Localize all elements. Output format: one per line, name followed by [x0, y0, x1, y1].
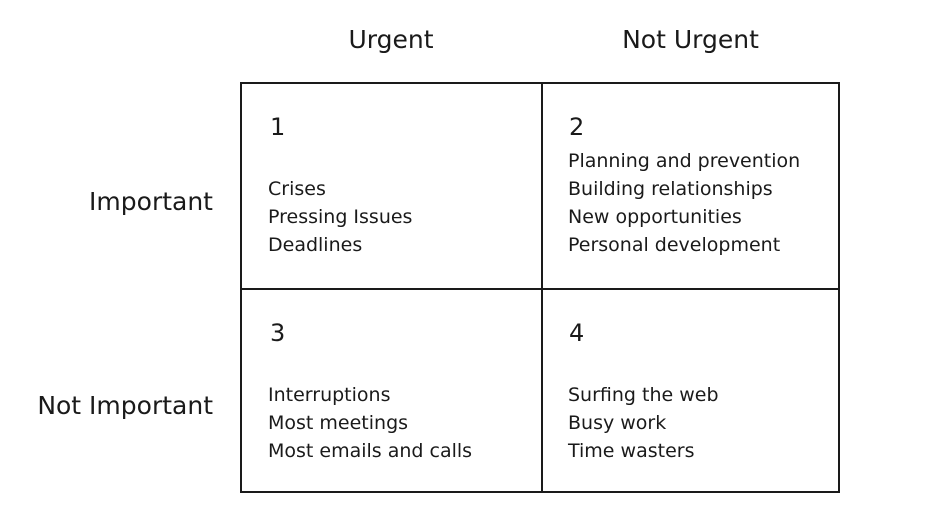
- quadrant-item: Busy work: [568, 412, 667, 434]
- quadrant-item: Most meetings: [268, 412, 409, 434]
- quadrant-item: Personal development: [568, 234, 781, 256]
- quadrant-number: 2: [569, 113, 585, 141]
- quadrant-3: 3 Interruptions Most meetings Most email…: [242, 290, 538, 492]
- quadrant-item: Building relationships: [568, 178, 773, 200]
- quadrant-item: Crises: [268, 178, 326, 200]
- quadrant-item: Time wasters: [568, 440, 695, 462]
- row-header-important: Important: [89, 187, 213, 216]
- quadrant-item-list: Surfing the web Busy work Time wasters: [568, 381, 719, 465]
- quadrant-item: New opportunities: [568, 206, 742, 228]
- quadrant-item-list: Crises Pressing Issues Deadlines: [268, 175, 412, 259]
- quadrant-item-list: Planning and prevention Building relatio…: [568, 147, 800, 259]
- quadrant-item: Surfing the web: [568, 384, 719, 406]
- priority-matrix-grid: 1 Crises Pressing Issues Deadlines 2 Pla…: [240, 82, 840, 493]
- horizontal-divider: [242, 288, 838, 290]
- row-header-not-important: Not Important: [37, 391, 213, 420]
- quadrant-4: 4 Surfing the web Busy work Time wasters: [543, 290, 839, 492]
- quadrant-item: Pressing Issues: [268, 206, 413, 228]
- quadrant-number: 1: [270, 113, 286, 141]
- quadrant-number: 3: [270, 319, 286, 347]
- quadrant-item: Planning and prevention: [568, 150, 801, 172]
- column-header-not-urgent: Not Urgent: [622, 25, 759, 54]
- quadrant-item-list: Interruptions Most meetings Most emails …: [268, 381, 472, 465]
- quadrant-1: 1 Crises Pressing Issues Deadlines: [242, 84, 538, 286]
- quadrant-item: Deadlines: [268, 234, 363, 256]
- quadrant-number: 4: [569, 319, 585, 347]
- quadrant-item: Interruptions: [268, 384, 391, 406]
- column-header-urgent: Urgent: [348, 25, 434, 54]
- vertical-divider: [541, 84, 543, 491]
- quadrant-item: Most emails and calls: [268, 440, 473, 462]
- quadrant-2: 2 Planning and prevention Building relat…: [543, 84, 839, 286]
